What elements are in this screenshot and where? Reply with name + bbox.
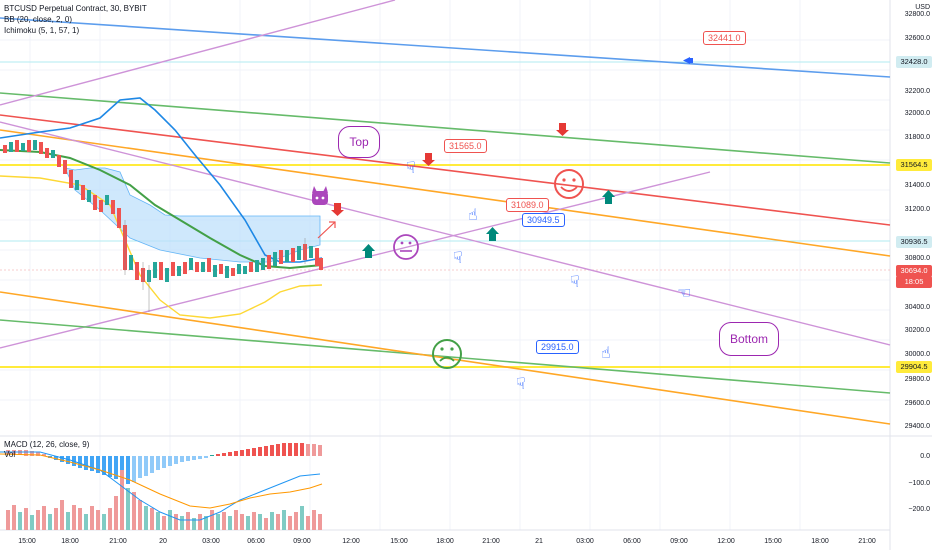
pointing-hand-icon: ☝ [601,345,611,362]
arrow-down-icon [331,203,344,216]
price-tag-30936[interactable]: 30936.5 [896,236,932,248]
bar-countdown-tag[interactable]: 18:05 [896,276,932,288]
emoji-neutral-icon [393,234,419,260]
pointing-hand-icon: ☟ [570,274,580,291]
pointing-hand-icon: ☟ [453,250,463,267]
trendline-violet-up[interactable] [0,171,711,349]
macd-indicator-label[interactable]: MACD (12, 26, close, 9) [4,440,90,449]
arrow-up-icon [602,190,615,204]
macd-line [0,451,321,521]
time-tick: 18:00 [436,538,454,545]
price-callout-32441[interactable]: 32441.0 [703,31,746,45]
trendline-violet-down[interactable] [0,121,891,346]
time-tick: 15:00 [390,538,408,545]
price-callout-31565[interactable]: 31565.0 [444,139,487,153]
trendline-blue[interactable] [0,17,891,78]
trendline-red[interactable] [0,114,891,226]
arrow-down-icon [422,153,435,166]
price-tick: 32600.0 [904,35,930,42]
emoji-smile-icon [554,169,584,199]
bb-indicator-label[interactable]: BB (20, close, 2, 0) [4,15,73,24]
price-tick: 32000.0 [904,110,930,117]
price-tick: 31800.0 [904,134,930,141]
price-tick: 29600.0 [904,400,930,407]
price-tick: 30400.0 [904,304,930,311]
price-tick: 30800.0 [904,255,930,262]
price-tag-29904[interactable]: 29904.5 [896,361,932,373]
time-tick: 18:00 [61,538,79,545]
price-tick: 32200.0 [904,88,930,95]
chart-title[interactable]: BTCUSD Perpetual Contract, 30, BYBIT [4,4,147,13]
candle-wicks [124,220,306,312]
vol-indicator-label[interactable]: Vol [4,450,16,459]
emoji-sad-icon [432,339,462,369]
arrow-up-icon [486,227,499,241]
time-tick: 18:00 [811,538,829,545]
time-tick: 06:00 [623,538,641,545]
price-tick: 32800.0 [904,11,930,18]
devil-icon [312,186,328,205]
grid [0,0,890,530]
price-callout-29915[interactable]: 29915.0 [536,340,579,354]
time-tick: 03:00 [202,538,220,545]
projection-arrow [317,221,336,239]
pointing-hand-icon: ☝ [468,207,478,224]
candles [3,140,323,282]
price-tick: 30200.0 [904,327,930,334]
price-tick: 29800.0 [904,376,930,383]
price-tick: 29400.0 [904,423,930,430]
pointing-hand-icon: ☜ [677,285,692,302]
bottom-bubble[interactable]: Bottom [719,322,779,356]
time-tick: 21:00 [482,538,500,545]
time-tick: 21 [535,538,543,545]
price-tag-32428[interactable]: 32428.0 [896,56,932,68]
macd-histogram [6,443,322,484]
time-tick: 21:00 [858,538,876,545]
time-tick: 06:00 [247,538,265,545]
ichimoku-cloud [64,167,321,263]
time-tick: 12:00 [342,538,360,545]
macd-signal [0,453,323,509]
macd-tick: −100.0 [908,480,930,487]
arrow-markers [331,57,693,258]
time-tick: 20 [159,538,167,545]
time-tick: 03:00 [576,538,594,545]
currency-label[interactable]: USD [915,4,930,11]
price-callout-30949[interactable]: 30949.5 [522,213,565,227]
pointing-hand-icon: ☟ [516,376,526,393]
last-price-tag[interactable]: 30694.0 [896,265,932,277]
time-tick: 12:00 [717,538,735,545]
price-tick: 31200.0 [904,206,930,213]
time-tick: 09:00 [293,538,311,545]
price-callout-31089[interactable]: 31089.0 [506,198,549,212]
time-tick: 21:00 [109,538,127,545]
macd-tick: −200.0 [908,506,930,513]
macd-tick: 0.0 [920,453,930,460]
time-tick: 09:00 [670,538,688,545]
price-tag-31564[interactable]: 31564.5 [896,159,932,171]
time-tick: 15:00 [18,538,36,545]
trendline-orange-upper[interactable] [0,129,891,257]
trendline-green-lower[interactable] [0,319,891,394]
top-bubble[interactable]: Top [338,126,380,158]
pointing-hand-icon: ☟ [406,160,416,177]
trendline-violet-top[interactable] [0,0,396,106]
ichimoku-indicator-label[interactable]: Ichimoku (5, 1, 57, 1) [4,26,80,35]
arrow-down-icon [556,123,569,136]
time-tick: 15:00 [764,538,782,545]
price-tick: 30000.0 [904,351,930,358]
arrow-up-icon [362,244,375,258]
volume-bars [6,470,322,530]
price-tick: 31400.0 [904,182,930,189]
